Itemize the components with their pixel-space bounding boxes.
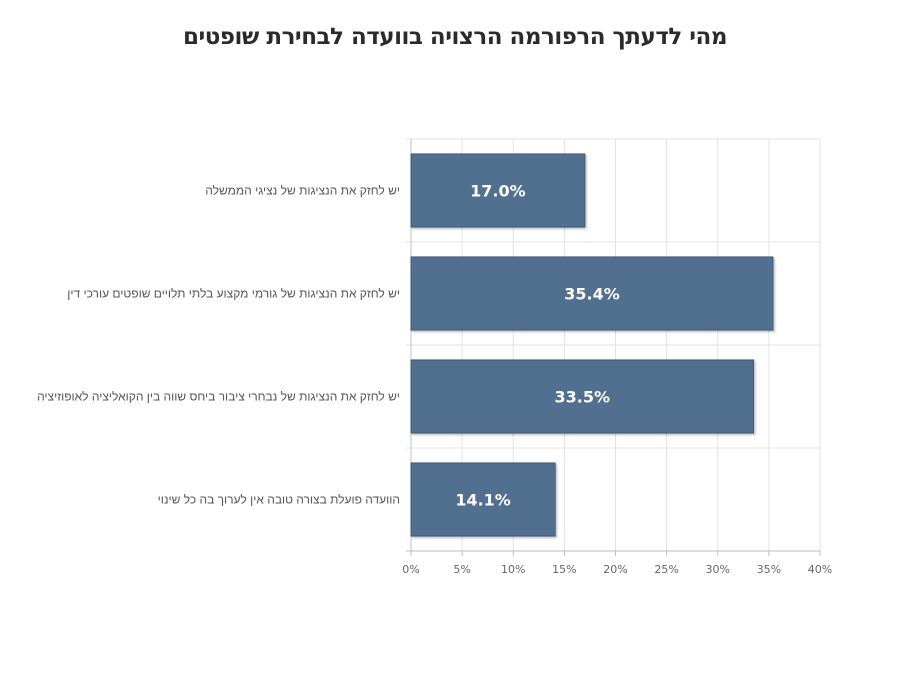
category-label: הוועדה פועלת בצורה טובה אין לערוך בה כל …: [158, 493, 400, 507]
x-tick-label: 10%: [501, 563, 525, 576]
x-tick-label: 40%: [808, 563, 832, 576]
bar: [410, 462, 556, 537]
category-label: יש לחזק את הנציגות של גורמי מקצוע בלתי ת…: [67, 287, 400, 301]
x-tick-label: 35%: [757, 563, 781, 576]
bars: [410, 153, 774, 537]
x-tick-label: 0%: [402, 563, 419, 576]
category-label: יש לחזק את הנציגות של נבחרי ציבור ביחס ש…: [37, 390, 400, 404]
x-tick-label: 25%: [654, 563, 678, 576]
x-tick-label: 5%: [453, 563, 470, 576]
labels: 0% 5% 10% 15% 20% 25% 30% 35% 40% 17.0% יש לחזק את…: [37, 182, 832, 577]
bar-value-label: 35.4%: [564, 285, 620, 304]
bar: [410, 256, 774, 331]
x-tick-label: 15%: [552, 563, 576, 576]
x-tick-label: 20%: [603, 563, 627, 576]
bar: [410, 153, 586, 228]
bar-value-label: 14.1%: [455, 491, 511, 510]
bar: [410, 359, 755, 434]
x-tick-label: 30%: [706, 563, 730, 576]
chart-title: מהי לדעתך הרפורמה הרצויה בוועדה לבחירת ש…: [182, 24, 728, 50]
bar-value-label: 33.5%: [555, 388, 611, 407]
bar-value-label: 17.0%: [470, 182, 526, 201]
category-label: יש לחזק את הנציגות של נציגי הממשלה: [205, 184, 400, 198]
